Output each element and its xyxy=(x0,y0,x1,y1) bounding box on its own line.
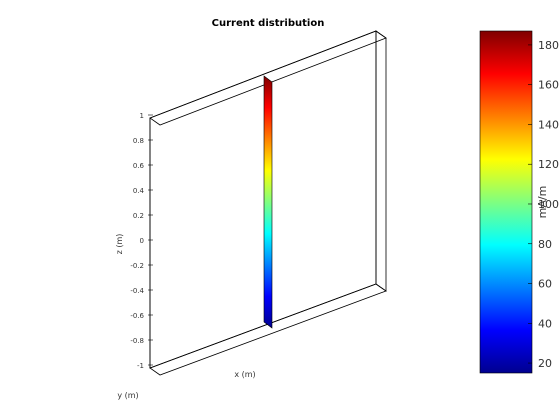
colorbar: 20 40 60 80 100 120 140 160 180 mA/m xyxy=(479,30,559,374)
plane-front-face xyxy=(149,30,377,369)
colorbar-tick-label: 80 xyxy=(538,238,552,251)
z-tick-label: 1 xyxy=(140,112,144,120)
z-tick-label: -0.8 xyxy=(130,337,144,345)
z-tick-label: -1 xyxy=(137,362,144,370)
colorbar-tick-label: 180 xyxy=(538,39,559,52)
colorbar-tick-label: 100 xyxy=(538,198,559,211)
colorbar-ramp xyxy=(479,30,533,374)
colorbar-tick-label: 160 xyxy=(538,79,559,92)
z-tick-group: 1 0.8 0.6 0.4 0.2 0 -0.2 -0.4 -0.6 -0.8 -1 xyxy=(130,112,153,370)
z-tick-label: 0.6 xyxy=(133,162,145,170)
z-tick-label: 0.8 xyxy=(133,137,144,145)
y-axis-label: y (m) xyxy=(117,391,138,400)
colorbar-tick-label: 140 xyxy=(538,118,559,131)
colorbar-label: mA/m xyxy=(536,186,549,219)
plane-side-edge xyxy=(375,30,387,292)
z-tick-label: 0.4 xyxy=(133,187,145,195)
colorbar-tick-label: 120 xyxy=(538,158,559,171)
x-axis-label: x (m) xyxy=(234,370,255,379)
ground-plane xyxy=(149,30,387,376)
z-axis: 1 0.8 0.6 0.4 0.2 0 -0.2 -0.4 -0.6 -0.8 -1 z (m) xyxy=(115,112,153,370)
z-axis-label: z (m) xyxy=(115,234,124,255)
strip-face xyxy=(263,75,273,329)
colorbar-tick-group: 20 40 60 80 100 120 140 160 180 xyxy=(528,39,559,370)
chart-title: Current distribution xyxy=(212,18,325,29)
z-tick-label: -0.2 xyxy=(130,262,144,270)
z-tick-label: 0.2 xyxy=(133,212,144,220)
colorbar-tick-label: 20 xyxy=(538,357,552,370)
z-tick-label: -0.4 xyxy=(130,287,144,295)
current-strip xyxy=(263,75,273,329)
z-tick-label: 0 xyxy=(140,237,144,245)
z-tick-label: -0.6 xyxy=(130,312,144,320)
colorbar-tick-label: 40 xyxy=(538,317,552,330)
colorbar-tick-label: 60 xyxy=(538,278,552,291)
